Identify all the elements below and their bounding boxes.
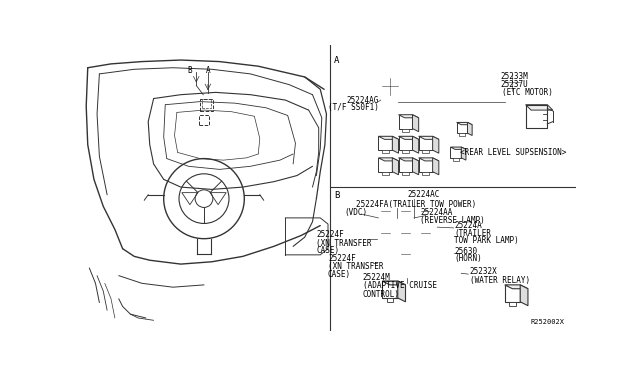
Text: (XN TRANSFER: (XN TRANSFER [316, 239, 372, 248]
Polygon shape [382, 150, 389, 153]
Polygon shape [397, 281, 406, 302]
Text: (ETC MOTOR): (ETC MOTOR) [502, 88, 553, 97]
Text: 25630: 25630 [454, 247, 477, 256]
Polygon shape [412, 115, 419, 132]
Polygon shape [402, 172, 409, 175]
Polygon shape [460, 133, 465, 136]
Text: 25224A: 25224A [454, 221, 482, 230]
Bar [200, 99, 212, 111]
Polygon shape [378, 158, 399, 161]
Text: (REVERSE LAMP): (REVERSE LAMP) [420, 217, 485, 225]
Text: 25224F: 25224F [316, 230, 344, 239]
Text: CASE): CASE) [328, 270, 351, 279]
Text: A: A [334, 56, 340, 65]
Text: (WATER RELAY): (WATER RELAY) [470, 276, 530, 285]
Text: 25224AC: 25224AC [408, 190, 440, 199]
Text: (XN TRANSFER: (XN TRANSFER [328, 262, 383, 271]
Polygon shape [419, 158, 439, 161]
Bar [202, 99, 211, 108]
Polygon shape [419, 136, 439, 140]
Polygon shape [433, 136, 439, 153]
Text: A: A [205, 65, 210, 74]
Text: 25237U: 25237U [501, 80, 529, 89]
Polygon shape [453, 158, 459, 161]
Text: 25224F: 25224F [328, 254, 356, 263]
Polygon shape [433, 158, 439, 175]
Polygon shape [520, 285, 528, 306]
Polygon shape [461, 147, 466, 160]
Polygon shape [382, 172, 389, 175]
Polygon shape [392, 158, 399, 175]
Polygon shape [402, 129, 409, 132]
Polygon shape [402, 150, 409, 153]
Text: (VDC): (VDC) [344, 208, 367, 217]
Text: TOW PARK LAMP): TOW PARK LAMP) [454, 237, 519, 246]
Text: 25224M: 25224M [363, 273, 390, 282]
Text: 25232X: 25232X [470, 267, 497, 276]
Text: (HORN): (HORN) [454, 254, 482, 263]
Polygon shape [457, 122, 472, 125]
Polygon shape [412, 158, 419, 175]
Text: 25224FA(TRAILER TOW POWER): 25224FA(TRAILER TOW POWER) [356, 199, 476, 209]
Text: 25224AG: 25224AG [346, 96, 378, 105]
Text: CASE): CASE) [316, 247, 339, 256]
Text: 25233M: 25233M [501, 73, 529, 81]
Text: CONTROL): CONTROL) [363, 290, 400, 299]
Polygon shape [509, 302, 516, 306]
Polygon shape [525, 105, 553, 110]
Polygon shape [451, 147, 466, 150]
Polygon shape [392, 136, 399, 153]
Text: 25224AA: 25224AA [420, 208, 452, 217]
Text: R252002X: R252002X [531, 319, 564, 325]
Polygon shape [422, 150, 429, 153]
Polygon shape [382, 281, 406, 285]
Text: (TRAILER: (TRAILER [454, 229, 492, 238]
Polygon shape [399, 136, 419, 140]
Polygon shape [422, 172, 429, 175]
Text: (T/F SS0F1): (T/F SS0F1) [328, 103, 378, 112]
Text: B: B [334, 191, 340, 200]
Polygon shape [399, 115, 419, 118]
Text: (ADAPTIVE CRUISE: (ADAPTIVE CRUISE [363, 281, 437, 290]
Text: B: B [187, 65, 191, 74]
Bar [198, 115, 209, 125]
Polygon shape [505, 285, 528, 289]
Polygon shape [399, 158, 419, 161]
Polygon shape [467, 122, 472, 135]
Polygon shape [387, 298, 393, 302]
Polygon shape [412, 136, 419, 153]
Text: <REAR LEVEL SUPSENSION>: <REAR LEVEL SUPSENSION> [460, 148, 566, 157]
Polygon shape [378, 136, 399, 140]
